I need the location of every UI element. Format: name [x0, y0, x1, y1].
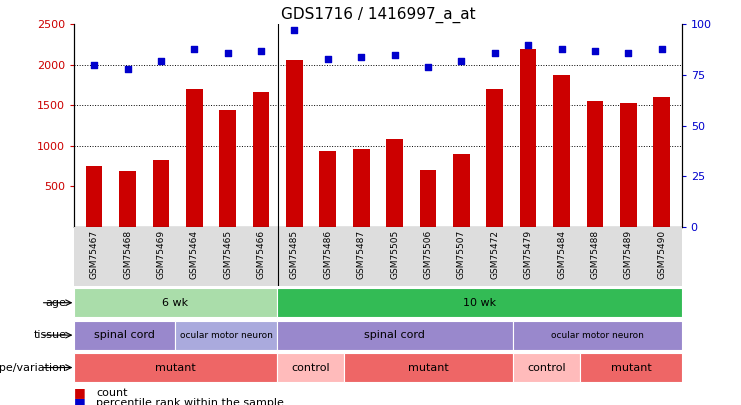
- Text: spinal cord: spinal cord: [365, 330, 425, 340]
- Bar: [654, 97, 670, 227]
- Title: GDS1716 / 1416997_a_at: GDS1716 / 1416997_a_at: [281, 7, 475, 23]
- Text: GSM75487: GSM75487: [356, 230, 366, 279]
- Text: genotype/variation: genotype/variation: [0, 362, 67, 373]
- Point: [589, 47, 601, 54]
- Point: [389, 51, 401, 58]
- Text: 10 wk: 10 wk: [462, 298, 496, 308]
- Point: [255, 47, 267, 54]
- Point: [522, 41, 534, 48]
- Point: [322, 55, 333, 62]
- Text: GSM75505: GSM75505: [390, 230, 399, 279]
- Text: GSM75465: GSM75465: [223, 230, 232, 279]
- Bar: [276, 288, 682, 318]
- Text: GSM75490: GSM75490: [657, 230, 666, 279]
- Text: control: control: [528, 362, 566, 373]
- Bar: [276, 321, 513, 350]
- Text: GSM75469: GSM75469: [156, 230, 165, 279]
- Point: [622, 49, 634, 56]
- Bar: [453, 154, 470, 227]
- Text: control: control: [291, 362, 330, 373]
- Point: [155, 58, 167, 64]
- Bar: [74, 353, 276, 382]
- Text: GSM75489: GSM75489: [624, 230, 633, 279]
- Bar: [486, 89, 503, 227]
- Bar: [186, 89, 202, 227]
- Point: [188, 45, 200, 52]
- Bar: [153, 160, 169, 227]
- Point: [222, 49, 233, 56]
- Bar: [74, 288, 276, 318]
- Bar: [176, 321, 276, 350]
- Bar: [513, 321, 682, 350]
- Point: [288, 27, 300, 34]
- Text: ocular motor neuron: ocular motor neuron: [179, 330, 273, 340]
- Text: GSM75468: GSM75468: [123, 230, 132, 279]
- Text: ocular motor neuron: ocular motor neuron: [551, 330, 644, 340]
- Bar: [253, 92, 270, 227]
- Text: GSM75486: GSM75486: [323, 230, 332, 279]
- Text: GSM75507: GSM75507: [457, 230, 466, 279]
- Bar: [386, 139, 403, 227]
- Text: mutant: mutant: [155, 362, 196, 373]
- Text: GSM75488: GSM75488: [591, 230, 599, 279]
- Bar: [513, 353, 580, 382]
- Point: [656, 45, 668, 52]
- Bar: [344, 353, 513, 382]
- Bar: [119, 171, 136, 227]
- Bar: [587, 101, 603, 227]
- Text: ■: ■: [74, 396, 86, 405]
- Bar: [319, 151, 336, 227]
- Point: [422, 64, 434, 70]
- Point: [355, 53, 367, 60]
- Text: percentile rank within the sample: percentile rank within the sample: [96, 398, 285, 405]
- Text: spinal cord: spinal cord: [94, 330, 155, 340]
- Text: mutant: mutant: [611, 362, 651, 373]
- Point: [489, 49, 501, 56]
- Bar: [74, 321, 176, 350]
- Text: 6 wk: 6 wk: [162, 298, 188, 308]
- Text: GSM75484: GSM75484: [557, 230, 566, 279]
- Bar: [219, 110, 236, 227]
- Bar: [276, 353, 344, 382]
- Bar: [580, 353, 682, 382]
- Text: GSM75467: GSM75467: [90, 230, 99, 279]
- Bar: [86, 166, 102, 227]
- Text: mutant: mutant: [408, 362, 449, 373]
- Text: GSM75466: GSM75466: [256, 230, 265, 279]
- Point: [88, 62, 100, 68]
- Bar: [620, 103, 637, 227]
- Bar: [353, 149, 370, 227]
- Bar: [554, 75, 570, 227]
- Text: GSM75464: GSM75464: [190, 230, 199, 279]
- Text: tissue: tissue: [33, 330, 67, 340]
- Point: [456, 58, 468, 64]
- Text: ■: ■: [74, 386, 86, 399]
- Text: count: count: [96, 388, 128, 398]
- Bar: [419, 170, 436, 227]
- Text: GSM75472: GSM75472: [491, 230, 499, 279]
- Point: [122, 66, 133, 72]
- Bar: [519, 49, 536, 227]
- Point: [556, 45, 568, 52]
- Bar: [286, 60, 303, 227]
- Text: age: age: [46, 298, 67, 308]
- Text: GSM75506: GSM75506: [424, 230, 433, 279]
- Text: GSM75479: GSM75479: [524, 230, 533, 279]
- Text: GSM75485: GSM75485: [290, 230, 299, 279]
